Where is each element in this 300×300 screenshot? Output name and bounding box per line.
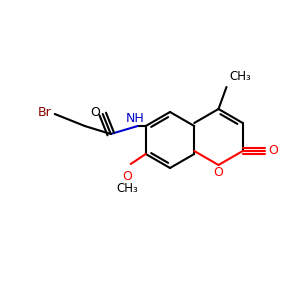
Text: O: O <box>90 106 100 118</box>
Text: Br: Br <box>38 106 52 118</box>
Text: O: O <box>268 145 278 158</box>
Text: CH₃: CH₃ <box>116 182 138 194</box>
Text: O: O <box>214 166 224 178</box>
Text: CH₃: CH₃ <box>230 70 251 83</box>
Text: NH: NH <box>125 112 144 124</box>
Text: O: O <box>122 169 132 182</box>
